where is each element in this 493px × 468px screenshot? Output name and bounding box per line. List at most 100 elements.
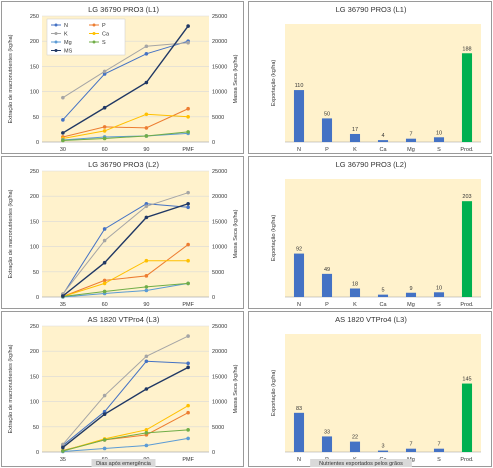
bar-mg <box>405 448 417 452</box>
bar-p <box>321 118 333 142</box>
data-point-ca <box>144 112 149 117</box>
data-point-ms <box>61 294 65 298</box>
y2-tick-label: 5000 <box>212 425 224 431</box>
x-tick-label: 35 <box>60 302 66 308</box>
data-label: 203 <box>462 194 471 200</box>
plot-area <box>42 171 209 297</box>
bar-prod <box>461 53 473 142</box>
data-point-ca <box>144 258 149 263</box>
x-tick-label: PMF <box>182 457 194 463</box>
series-line-n <box>62 203 189 295</box>
x-tick-label: PMF <box>182 302 194 308</box>
bar-ca <box>377 294 389 297</box>
data-point-k <box>144 204 149 209</box>
y-axis-label: Extração de macronutrientes (kg/ha) <box>8 344 14 433</box>
series-line-k <box>62 335 189 445</box>
x-tick-label: S <box>437 302 441 308</box>
y-tick-label: 150 <box>30 374 39 380</box>
line-panel-l2: LG 36790 PRO3 (L2) 0 50 100 150 200 250 0 5000 10… <box>1 156 244 309</box>
data-point-n <box>102 72 107 76</box>
y-tick-label: 50 <box>33 425 39 431</box>
bar-n <box>293 90 305 142</box>
y2-tick-label: 25000 <box>212 169 227 175</box>
data-label: 7 <box>409 442 412 448</box>
bar-chart-l3: AS 1820 VTPro4 (L3)83N33P22K3Ca7Mg7S145P… <box>271 315 481 467</box>
data-point-ms <box>144 80 149 85</box>
bar-k <box>349 133 361 142</box>
data-point-s <box>61 138 65 143</box>
y2-tick-label: 25000 <box>212 324 227 330</box>
x-tick-label: N <box>297 457 301 463</box>
series-line-ms <box>62 366 189 449</box>
data-point-ms <box>144 387 149 391</box>
legend-label: MS <box>64 49 73 55</box>
data-label: 18 <box>352 282 358 288</box>
line-panel-l3: AS 1820 VTPro4 (L3) 0 50 100 150 200 250 0 5000 1… <box>1 311 244 467</box>
data-point-s <box>144 285 149 289</box>
y2-tick-label: 5000 <box>212 270 224 276</box>
x-axis-label-bg <box>91 459 156 467</box>
data-point-k <box>144 354 149 359</box>
y-tick-label: 200 <box>30 349 39 355</box>
legend-box <box>46 18 126 56</box>
data-point-s <box>102 289 107 294</box>
series-line-k <box>62 42 189 99</box>
y-tick-label: 50 <box>33 270 39 276</box>
series-line-ca <box>62 260 189 297</box>
y2-tick-label: 10000 <box>212 90 227 96</box>
y-tick-label: 250 <box>30 324 39 330</box>
data-point-ms <box>102 412 107 416</box>
plot-area <box>285 334 481 452</box>
data-point-mg <box>144 443 149 448</box>
bar-mg <box>405 292 417 297</box>
x-tick-label: PMF <box>182 147 194 153</box>
data-point-ms <box>144 215 149 220</box>
chart-title: AS 1820 VTPro4 (L3) <box>335 315 407 324</box>
data-point-k <box>102 238 107 243</box>
legend-marker <box>92 40 96 44</box>
plot-area <box>285 24 481 142</box>
legend-label: P <box>102 23 106 29</box>
data-point-s <box>186 130 190 134</box>
y-tick-label: 150 <box>30 64 39 70</box>
bar-s <box>433 448 445 452</box>
x-tick-label: 90 <box>143 147 149 153</box>
y-tick-label: 0 <box>36 450 39 456</box>
legend-label: K <box>64 32 68 38</box>
series-line-s <box>62 131 189 141</box>
data-point-p <box>186 242 190 247</box>
bar-k <box>349 288 361 297</box>
data-label: 110 <box>295 83 304 89</box>
legend-marker <box>92 32 96 35</box>
legend-marker <box>54 23 58 27</box>
data-point-p <box>102 278 107 283</box>
data-point-ms <box>102 105 107 110</box>
data-point-n <box>186 361 190 366</box>
series-line-mg <box>62 132 189 141</box>
bar-chart-l1: LG 36790 PRO3 (L1) 110 N 50 P 17 K 4 Ca 7 Mg 10 S 188… <box>271 5 481 153</box>
y-tick-label: 0 <box>36 295 39 301</box>
x-tick-label: Mg <box>407 147 415 153</box>
y2-tick-label: 15000 <box>212 64 227 70</box>
y2-tick-label: 25000 <box>212 14 227 20</box>
x-tick-label: N <box>297 147 301 153</box>
bar-p <box>321 273 333 297</box>
data-label: 10 <box>436 285 442 291</box>
data-point-n <box>186 205 190 210</box>
series-line-s <box>62 429 189 452</box>
data-point-ms <box>186 365 190 370</box>
y-axis-label: Extração de macronutrientes (kg/ha) <box>8 34 14 123</box>
x-tick-label: 90 <box>143 302 149 308</box>
x-axis-label: Dias após emergência <box>96 461 152 467</box>
data-label: 188 <box>462 46 471 52</box>
data-point-ca <box>186 258 190 263</box>
series-line-n <box>62 40 189 121</box>
data-point-k <box>61 95 65 100</box>
data-point-ms <box>186 24 190 28</box>
data-point-ca <box>102 281 107 286</box>
legend-label: Mg <box>64 40 72 46</box>
line-chart-l2: LG 36790 PRO3 (L2) 0 50 100 150 200 250 0 5000 10… <box>8 160 239 308</box>
data-label: 22 <box>352 435 358 441</box>
data-point-n <box>144 201 149 206</box>
plot-area <box>42 326 209 452</box>
